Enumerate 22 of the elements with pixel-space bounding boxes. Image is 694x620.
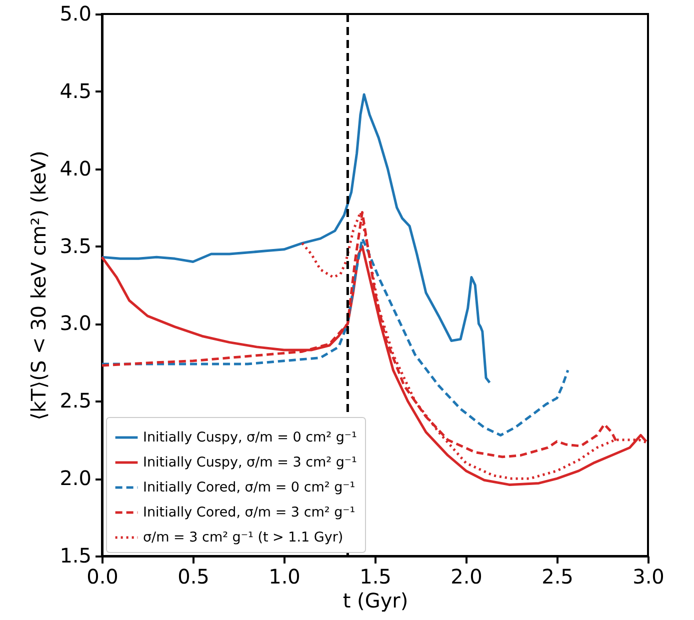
x-tick-label: 0.0 [86,564,118,588]
y-tick-label: 2.0 [60,466,92,490]
x-tick-label: 3.0 [632,564,664,588]
x-tick-label: 1.5 [360,564,392,588]
y-tick-label: 1.5 [60,544,92,568]
x-tick-label: 0.5 [178,564,210,588]
y-tick-label: 2.5 [60,388,92,413]
legend-label: Initially Cored, σ/m = 0 cm² g⁻¹ [143,480,356,496]
y-axis-title: ⟨kT⟩(S < 30 keV cm²) (keV) [26,150,51,420]
legend-label: Initially Cuspy, σ/m = 0 cm² g⁻¹ [143,430,357,446]
legend-label: Initially Cored, σ/m = 3 cm² g⁻¹ [143,504,356,520]
x-tick-label: 2.0 [450,564,482,588]
x-axis-title: t (Gyr) [342,588,408,612]
y-tick-label: 5.0 [60,2,92,26]
legend-label: σ/m = 3 cm² g⁻¹ (t > 1.1 Gyr) [143,530,344,546]
y-tick-label: 3.5 [60,234,92,258]
x-tick-label: 1.0 [268,564,300,588]
legend-label: Initially Cuspy, σ/m = 3 cm² g⁻¹ [143,454,357,470]
x-tick-label: 2.5 [542,564,574,588]
y-tick-label: 4.5 [60,78,92,103]
y-tick-label: 3.0 [60,311,92,336]
y-tick-label: 4.0 [60,156,92,180]
